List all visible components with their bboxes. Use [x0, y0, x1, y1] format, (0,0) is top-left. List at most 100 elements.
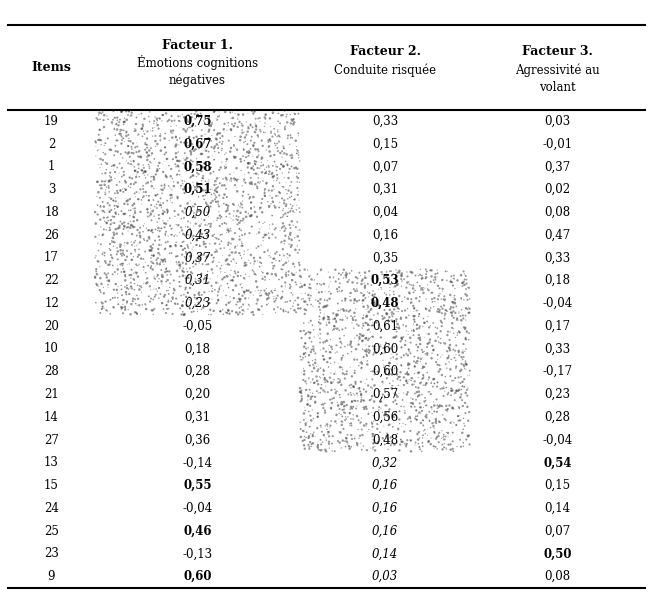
Point [145, 157, 155, 166]
Point [138, 265, 149, 275]
Point [463, 432, 473, 442]
Point [304, 422, 315, 431]
Point [300, 444, 310, 454]
Point [357, 359, 367, 368]
Point [91, 113, 102, 123]
Point [329, 369, 340, 379]
Point [255, 291, 265, 301]
Point [358, 321, 368, 331]
Point [385, 290, 395, 300]
Point [388, 376, 398, 386]
Point [153, 214, 164, 223]
Point [265, 136, 276, 146]
Point [118, 248, 128, 258]
Point [265, 151, 276, 161]
Point [355, 334, 365, 344]
Point [280, 122, 291, 131]
Point [385, 286, 395, 295]
Point [249, 107, 260, 116]
Point [264, 113, 275, 123]
Point [147, 307, 157, 316]
Point [374, 301, 384, 310]
Point [347, 278, 358, 287]
Point [134, 285, 144, 295]
Point [374, 320, 384, 329]
Point [199, 139, 209, 148]
Point [140, 125, 151, 135]
Point [129, 279, 139, 289]
Point [334, 286, 345, 296]
Point [172, 169, 183, 179]
Point [413, 368, 423, 378]
Point [283, 308, 293, 317]
Point [200, 229, 211, 238]
Point [165, 283, 175, 292]
Point [426, 288, 436, 298]
Point [215, 230, 226, 240]
Point [293, 150, 304, 160]
Text: 1: 1 [48, 160, 56, 173]
Point [161, 219, 171, 229]
Point [320, 377, 330, 387]
Point [206, 131, 217, 140]
Point [188, 212, 199, 222]
Point [227, 119, 237, 129]
Point [218, 193, 229, 203]
Point [198, 171, 208, 181]
Point [343, 439, 353, 449]
Point [309, 346, 319, 356]
Point [114, 158, 125, 168]
Point [463, 416, 473, 425]
Point [221, 212, 232, 221]
Point [396, 361, 407, 371]
Point [229, 206, 239, 216]
Point [234, 248, 245, 258]
Point [129, 242, 140, 251]
Point [257, 208, 268, 217]
Point [155, 289, 166, 299]
Point [162, 304, 172, 314]
Point [434, 428, 445, 437]
Point [229, 142, 239, 151]
Point [191, 121, 201, 131]
Point [295, 178, 305, 187]
Point [373, 317, 383, 327]
Point [356, 377, 366, 386]
Point [420, 349, 430, 359]
Point [185, 113, 196, 123]
Point [294, 258, 304, 268]
Point [352, 278, 362, 288]
Point [189, 109, 200, 119]
Point [458, 413, 469, 423]
Point [413, 409, 423, 419]
Point [300, 265, 310, 274]
Point [129, 275, 140, 285]
Point [212, 292, 223, 301]
Text: 0,53: 0,53 [371, 274, 400, 287]
Point [169, 206, 180, 216]
Point [334, 269, 344, 278]
Point [396, 274, 406, 284]
Point [188, 231, 199, 241]
Point [298, 294, 308, 304]
Point [432, 360, 443, 370]
Point [331, 311, 342, 321]
Point [345, 408, 355, 418]
Point [306, 270, 316, 280]
Point [158, 110, 168, 120]
Point [187, 178, 198, 187]
Point [434, 417, 444, 427]
Point [197, 125, 207, 135]
Point [121, 196, 132, 206]
Point [417, 353, 428, 362]
Point [130, 203, 140, 213]
Point [179, 267, 189, 277]
Point [171, 257, 182, 267]
Point [131, 170, 142, 180]
Point [118, 187, 129, 197]
Point [454, 404, 465, 413]
Point [449, 418, 459, 428]
Point [121, 287, 131, 297]
Point [210, 180, 220, 190]
Point [161, 300, 172, 310]
